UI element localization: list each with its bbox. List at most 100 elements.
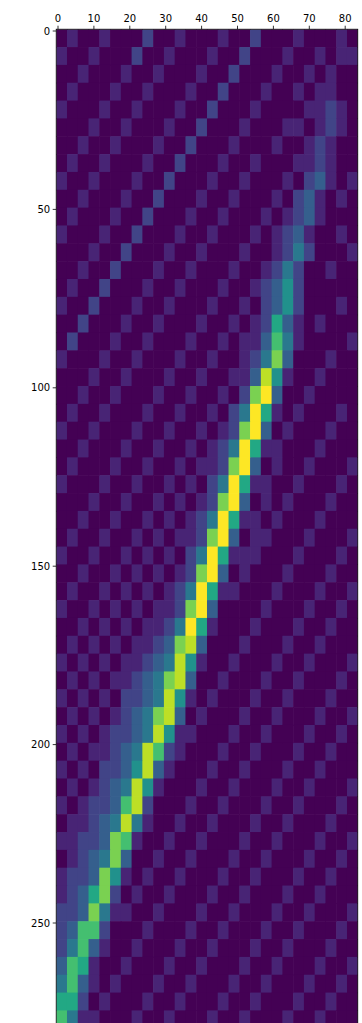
cell (99, 83, 110, 101)
cell (272, 564, 283, 582)
cell (132, 29, 143, 47)
cell (229, 475, 240, 493)
cell (282, 225, 293, 243)
cell (89, 208, 100, 226)
cell (325, 903, 336, 921)
cell (218, 832, 229, 850)
cell (218, 154, 229, 172)
cell (282, 957, 293, 975)
cell (56, 921, 67, 939)
cell (142, 208, 153, 226)
cell (89, 564, 100, 582)
cell (153, 118, 164, 136)
cell (272, 832, 283, 850)
cell (293, 814, 304, 832)
cell (250, 225, 261, 243)
cell (67, 457, 78, 475)
cell (132, 47, 143, 65)
cell (67, 279, 78, 297)
cell (347, 118, 358, 136)
cell (250, 796, 261, 814)
cell (261, 297, 272, 315)
cell (239, 101, 250, 119)
cell (121, 761, 132, 779)
cell (110, 903, 121, 921)
cell (89, 600, 100, 618)
cell (336, 65, 347, 83)
cell (142, 511, 153, 529)
cell (315, 47, 326, 65)
cell (142, 315, 153, 333)
cell (293, 475, 304, 493)
cell (336, 868, 347, 886)
cell (153, 315, 164, 333)
cell (175, 243, 186, 261)
cell (336, 404, 347, 422)
cell (250, 921, 261, 939)
cell (347, 172, 358, 190)
cell (304, 83, 315, 101)
cell (293, 118, 304, 136)
cell (99, 636, 110, 654)
cell (121, 868, 132, 886)
cell (207, 440, 218, 458)
cell (196, 440, 207, 458)
cell (89, 297, 100, 315)
cell (282, 440, 293, 458)
cell (282, 457, 293, 475)
cell (56, 83, 67, 101)
cell (153, 796, 164, 814)
cell (175, 118, 186, 136)
cell (207, 83, 218, 101)
cell (250, 903, 261, 921)
cell (239, 29, 250, 47)
cell (272, 886, 283, 904)
cell (239, 850, 250, 868)
cell (121, 440, 132, 458)
cell (218, 315, 229, 333)
cell (132, 993, 143, 1011)
cell (207, 101, 218, 119)
cell (110, 440, 121, 458)
cell (110, 154, 121, 172)
cell (89, 29, 100, 47)
cell (89, 243, 100, 261)
cell (250, 993, 261, 1011)
cell (89, 689, 100, 707)
cell (315, 65, 326, 83)
cell (250, 493, 261, 511)
cell (185, 136, 196, 154)
cell (282, 493, 293, 511)
cell (78, 939, 89, 957)
cell (78, 350, 89, 368)
cell (185, 315, 196, 333)
cell (336, 564, 347, 582)
cell (239, 440, 250, 458)
cell (164, 689, 175, 707)
cell (142, 886, 153, 904)
cell (207, 457, 218, 475)
cell (304, 957, 315, 975)
cell (142, 671, 153, 689)
cell (56, 440, 67, 458)
cell (218, 761, 229, 779)
cell (153, 564, 164, 582)
cell (304, 261, 315, 279)
cell (207, 618, 218, 636)
cell (315, 1010, 326, 1023)
cell (218, 83, 229, 101)
cell (207, 654, 218, 672)
cell (347, 743, 358, 761)
cell (67, 440, 78, 458)
cell (121, 814, 132, 832)
cell (142, 225, 153, 243)
cell (99, 440, 110, 458)
cell (121, 582, 132, 600)
cell (282, 190, 293, 208)
cell (293, 725, 304, 743)
cell (207, 921, 218, 939)
cell (89, 261, 100, 279)
cell (239, 1010, 250, 1023)
cell (196, 457, 207, 475)
cell (185, 154, 196, 172)
